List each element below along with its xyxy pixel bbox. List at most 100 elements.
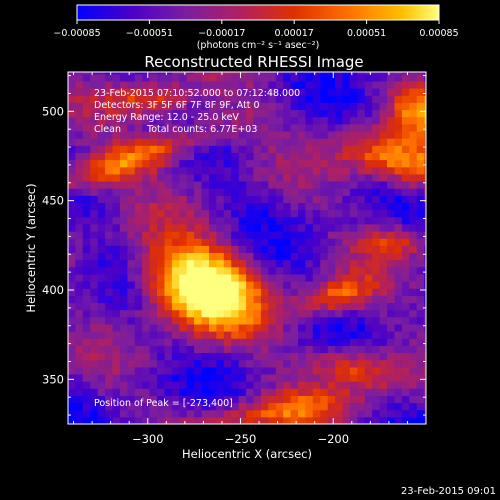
heatmap-cell <box>142 195 151 203</box>
heatmap-cell <box>216 345 225 354</box>
heatmap-cell <box>231 95 240 103</box>
heatmap-cell <box>335 345 344 354</box>
heatmap-cell <box>231 123 240 132</box>
heatmap-cell <box>216 202 225 211</box>
heatmap-cell <box>149 273 158 282</box>
heatmap-cell <box>157 302 165 311</box>
heatmap-cell <box>253 102 262 111</box>
heatmap-cell <box>186 374 195 382</box>
heatmap-cell <box>305 166 314 175</box>
heatmap-cell <box>216 138 225 146</box>
heatmap-cell <box>171 131 180 139</box>
heatmap-cell <box>327 331 336 339</box>
heatmap-cell <box>186 352 195 361</box>
heatmap-cell <box>231 202 240 211</box>
heatmap-cell <box>149 73 158 82</box>
heatmap-cell <box>357 238 366 246</box>
heatmap-cell <box>253 209 262 218</box>
heatmap-cell <box>312 352 321 361</box>
heatmap-cell <box>372 316 381 325</box>
heatmap-cell <box>119 181 128 189</box>
heatmap-cell <box>223 259 232 268</box>
heatmap-cell <box>335 72 344 75</box>
heatmap-cell <box>157 359 165 368</box>
heatmap-cell <box>112 80 121 89</box>
heatmap-cell <box>387 159 395 168</box>
heatmap-cell <box>349 109 358 118</box>
heatmap-cell <box>401 366 410 375</box>
heatmap-cell <box>342 323 351 332</box>
heatmap-cell <box>142 102 151 111</box>
heatmap-cell <box>105 102 114 111</box>
heatmap-cell <box>231 80 240 89</box>
heatmap-cell <box>201 374 210 382</box>
heatmap-cell <box>275 88 284 96</box>
heatmap-cell <box>223 409 232 418</box>
heatmap-cell <box>142 252 151 261</box>
heatmap-cell <box>157 102 165 111</box>
heatmap-cell <box>253 388 262 396</box>
heatmap-cell <box>82 245 91 253</box>
heatmap-cell <box>127 116 136 125</box>
heatmap-cell <box>119 281 128 289</box>
heatmap-cell <box>105 72 114 75</box>
heatmap-cell <box>298 238 306 246</box>
heatmap-cell <box>312 223 321 232</box>
heatmap-cell <box>246 73 255 82</box>
heatmap-cell <box>75 223 84 232</box>
heatmap-cell <box>186 402 195 411</box>
heatmap-cell <box>194 288 203 296</box>
heatmap-cell <box>90 209 99 218</box>
heatmap-cell <box>209 345 217 354</box>
heatmap-cell <box>275 338 284 346</box>
heatmap-cell <box>209 202 217 211</box>
heatmap-cell <box>179 209 188 218</box>
heatmap-cell <box>327 195 336 203</box>
heatmap-cell <box>275 109 284 118</box>
heatmap-cell <box>238 245 247 253</box>
heatmap-cell <box>268 409 277 418</box>
heatmap-cell <box>223 138 232 146</box>
heatmap-cell <box>142 166 151 175</box>
heatmap-cell <box>342 252 351 261</box>
heatmap-cell <box>246 152 255 161</box>
heatmap-cell <box>127 281 136 289</box>
heatmap-cell <box>268 366 277 375</box>
heatmap-cell <box>409 273 418 282</box>
heatmap-cell <box>372 366 381 375</box>
heatmap-cell <box>194 409 203 418</box>
heatmap-cell <box>401 72 410 75</box>
heatmap-cell <box>179 266 188 275</box>
heatmap-cell <box>416 173 425 182</box>
heatmap-cell <box>416 209 425 218</box>
heatmap-cell <box>238 188 247 196</box>
heatmap-cell <box>409 181 418 189</box>
heatmap-cell <box>223 231 232 239</box>
heatmap-cell <box>179 331 188 339</box>
chart-title: Reconstructed RHESSI Image <box>144 53 363 71</box>
heatmap-cell <box>127 102 136 111</box>
heatmap-cell <box>335 80 344 89</box>
heatmap-cell <box>312 359 321 368</box>
heatmap-cell <box>223 288 232 296</box>
heatmap-cell <box>394 173 403 182</box>
plot-frame <box>67 71 427 425</box>
heatmap-cell <box>335 223 344 232</box>
heatmap-cell <box>409 216 418 225</box>
heatmap-cell <box>357 166 366 175</box>
heatmap-cell <box>194 188 203 196</box>
heatmap-cell <box>209 316 217 325</box>
heatmap-cell <box>409 173 418 182</box>
heatmap-cell <box>157 138 165 146</box>
heatmap-cell <box>186 188 195 196</box>
heatmap-cell <box>416 266 425 275</box>
heatmap-cell <box>127 266 136 275</box>
heatmap-cell <box>246 173 255 182</box>
heatmap-cell <box>379 195 388 203</box>
heatmap-cell <box>75 266 84 275</box>
heatmap-cell <box>68 388 76 396</box>
heatmap-cell <box>401 238 410 246</box>
heatmap-cell <box>342 173 351 182</box>
heatmap-cell <box>216 102 225 111</box>
heatmap-cell <box>394 216 403 225</box>
